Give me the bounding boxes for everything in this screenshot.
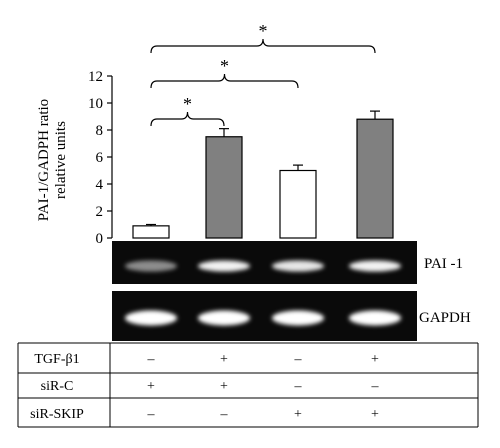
significance-brace-1	[150, 111, 225, 127]
row-label-sir-skip: siR-SKIP	[30, 407, 84, 422]
cell-sirc-4: –	[371, 379, 380, 394]
cell-tgf-1: –	[147, 352, 156, 367]
significance-star-2: *	[220, 56, 229, 76]
y-axis-title-line-2: relative units	[53, 121, 69, 199]
blot-pai1-bands	[125, 260, 401, 272]
significance-star-3: *	[259, 21, 268, 41]
cell-sirskip-3: +	[294, 407, 302, 422]
bar-4	[356, 118, 394, 239]
row-label-sir-c: siR-C	[41, 379, 74, 394]
cell-tgf-2: +	[220, 352, 228, 367]
cell-sirc-1: +	[147, 379, 155, 394]
blot-pai1-label: PAI -1	[424, 256, 463, 272]
y-tick-label-6: 6	[96, 150, 104, 166]
blot-band-2-3	[272, 310, 324, 326]
y-tick-label-8: 8	[96, 123, 104, 139]
y-tick-label-10: 10	[88, 96, 103, 112]
significance-star-1: *	[183, 94, 192, 114]
y-tick-label-4: 4	[96, 177, 104, 193]
cell-sirc-3: –	[294, 379, 303, 394]
blot-panel-gapdh: GAPDH	[112, 291, 471, 341]
y-tick-label-0: 0	[96, 231, 104, 247]
y-axis-title-line-1: PAI-1/GADPH ratio	[36, 99, 52, 221]
cell-sirskip-2: –	[220, 407, 229, 422]
blot-gapdh-label: GAPDH	[419, 310, 471, 326]
significance-brace-2	[150, 73, 299, 89]
significance-brace-3	[150, 38, 376, 54]
cell-tgf-3: –	[294, 352, 303, 367]
y-tick-label-12: 12	[88, 69, 103, 85]
blot-band-2-1	[125, 310, 177, 326]
blot-gapdh-bands	[125, 310, 401, 326]
y-tick-label-2: 2	[96, 204, 104, 220]
blot-band-1-2	[198, 260, 250, 272]
blot-panel-pai1: PAI -1	[112, 241, 463, 284]
condition-table: TGF-β1 siR-C siR-SKIP – + – + + + – – – …	[17, 342, 479, 428]
bars	[132, 110, 394, 239]
y-axis: 0 2 4 6 8 10 12	[88, 69, 113, 247]
y-axis-title: PAI-1/GADPH ratio relative units	[36, 99, 69, 221]
cell-sirc-2: +	[220, 379, 228, 394]
blot-band-1-3	[272, 260, 324, 272]
bar-2	[205, 136, 243, 239]
cell-sirskip-1: –	[147, 407, 156, 422]
bar-3	[279, 169, 317, 239]
significance-brackets: * * *	[150, 21, 376, 127]
blot-band-1-1	[125, 260, 177, 272]
blot-band-1-4	[349, 260, 401, 272]
blot-band-2-2	[198, 310, 250, 326]
bar-1	[132, 225, 170, 239]
cell-sirskip-4: +	[371, 407, 379, 422]
row-label-tgf-beta1: TGF-β1	[34, 352, 79, 367]
cell-tgf-4: +	[371, 352, 379, 367]
blot-band-2-4	[349, 310, 401, 326]
